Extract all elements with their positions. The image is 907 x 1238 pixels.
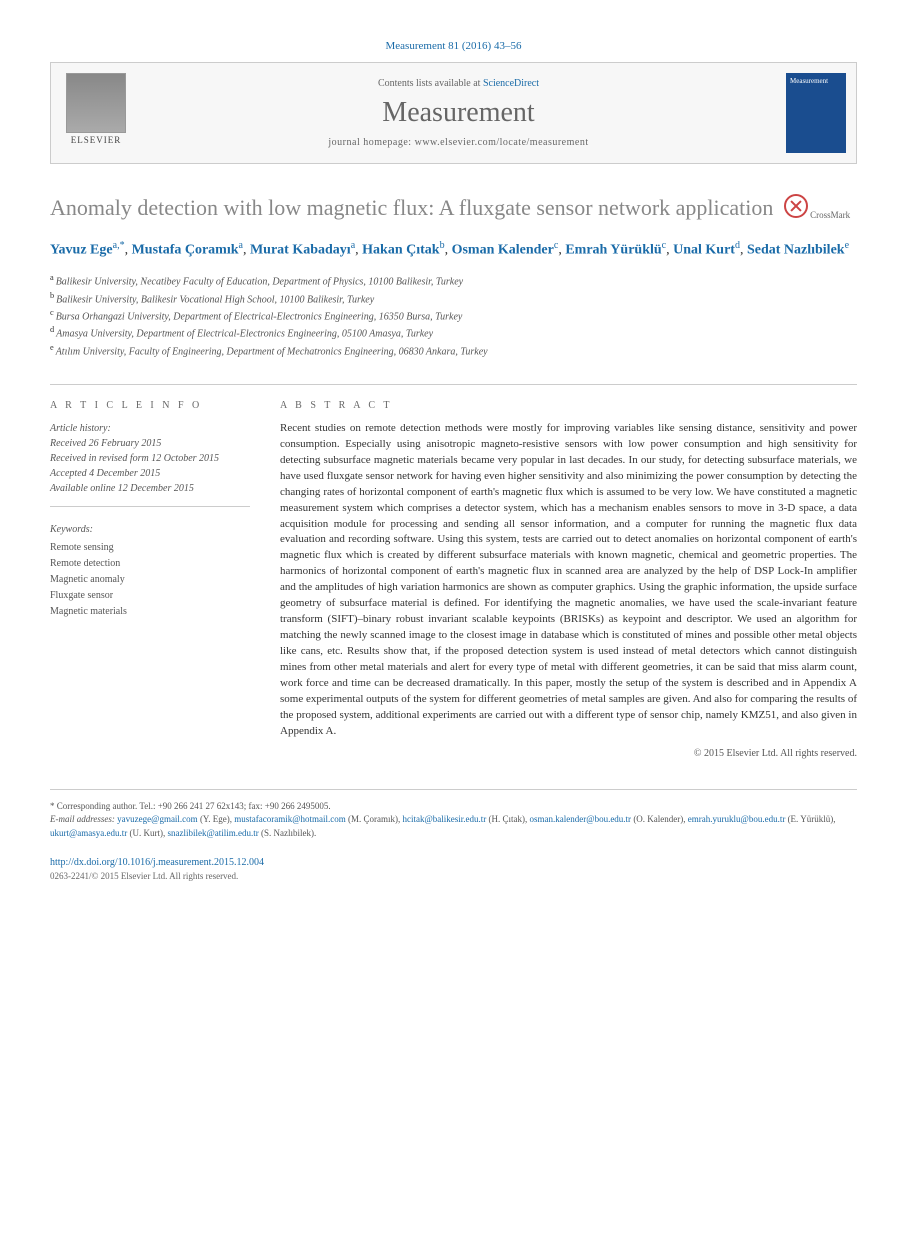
author[interactable]: Osman Kalender <box>452 242 554 257</box>
history-label: Article history: <box>50 421 250 436</box>
keywords-label: Keywords: <box>50 522 250 538</box>
crossmark-label: CrossMark <box>810 210 850 220</box>
publisher-logo: ELSEVIER <box>61 73 131 153</box>
author-affil-sup: c <box>662 240 666 251</box>
crossmark-icon <box>784 194 808 218</box>
author-affil-sup: a,* <box>113 240 125 251</box>
article-info-heading: A R T I C L E I N F O <box>50 400 250 411</box>
date-accepted: Accepted 4 December 2015 <box>50 466 250 481</box>
author[interactable]: Sedat Nazlıbilek <box>747 242 845 257</box>
author[interactable]: Hakan Çıtak <box>362 242 439 257</box>
email-link[interactable]: yavuzege@gmail.com <box>117 814 198 824</box>
date-revised: Received in revised form 12 October 2015 <box>50 451 250 466</box>
journal-homepage: journal homepage: www.elsevier.com/locat… <box>146 137 771 148</box>
author[interactable]: Yavuz Ege <box>50 242 113 257</box>
email-link[interactable]: mustafacoramik@hotmail.com <box>234 814 346 824</box>
affiliation-list: aBalikesir University, Necatibey Faculty… <box>50 272 857 359</box>
publisher-name: ELSEVIER <box>71 135 122 145</box>
journal-title: Measurement <box>146 97 771 129</box>
page-footer: * Corresponding author. Tel.: +90 266 24… <box>50 789 857 884</box>
date-received: Received 26 February 2015 <box>50 436 250 451</box>
keyword-item: Remote detection <box>50 556 250 572</box>
author[interactable]: Emrah Yürüklü <box>565 242 661 257</box>
author-affil-sup: a <box>351 240 355 251</box>
author-affil-sup: c <box>554 240 558 251</box>
author-affil-sup: d <box>735 240 740 251</box>
email-link[interactable]: osman.kalender@bou.edu.tr <box>530 814 632 824</box>
author-affil-sup: a <box>239 240 243 251</box>
date-online: Available online 12 December 2015 <box>50 481 250 496</box>
email-link[interactable]: snazlibilek@atilim.edu.tr <box>168 828 259 838</box>
citation-header: Measurement 81 (2016) 43–56 <box>50 40 857 52</box>
journal-header: ELSEVIER Contents lists available at Sci… <box>50 62 857 164</box>
contents-available: Contents lists available at ScienceDirec… <box>146 78 771 89</box>
author-list: Yavuz Egea,*, Mustafa Çoramıka, Murat Ka… <box>50 238 857 261</box>
sciencedirect-link[interactable]: ScienceDirect <box>483 78 539 89</box>
homepage-url: www.elsevier.com/locate/measurement <box>415 137 589 148</box>
journal-cover-thumbnail: Measurement <box>786 73 846 153</box>
homepage-prefix: journal homepage: <box>328 137 414 148</box>
crossmark-badge[interactable]: CrossMark <box>777 194 857 220</box>
abstract-body: Recent studies on remote detection metho… <box>280 421 857 740</box>
email-link[interactable]: ukurt@amasya.edu.tr <box>50 828 127 838</box>
author-affil-sup: b <box>440 240 445 251</box>
divider <box>50 384 857 385</box>
email-link[interactable]: hcitak@balikesir.edu.tr <box>403 814 487 824</box>
abstract-heading: A B S T R A C T <box>280 400 857 411</box>
article-history: Article history: Received 26 February 20… <box>50 421 250 507</box>
elsevier-tree-icon <box>66 73 126 133</box>
keywords-block: Keywords: Remote sensingRemote detection… <box>50 522 250 620</box>
affiliation: aBalikesir University, Necatibey Faculty… <box>50 272 857 289</box>
article-title: Anomaly detection with low magnetic flux… <box>50 194 857 223</box>
abstract-copyright: © 2015 Elsevier Ltd. All rights reserved… <box>280 748 857 759</box>
affiliation: eAtılım University, Faculty of Engineeri… <box>50 342 857 359</box>
contents-prefix: Contents lists available at <box>378 78 483 89</box>
corresponding-author: * Corresponding author. Tel.: +90 266 24… <box>50 800 857 814</box>
keyword-item: Fluxgate sensor <box>50 588 250 604</box>
email-addresses: E-mail addresses: yavuzege@gmail.com (Y.… <box>50 813 857 840</box>
affiliation: dAmasya University, Department of Electr… <box>50 324 857 341</box>
issn-copyright: 0263-2241/© 2015 Elsevier Ltd. All right… <box>50 870 857 884</box>
author[interactable]: Unal Kurt <box>673 242 735 257</box>
email-link[interactable]: emrah.yuruklu@bou.edu.tr <box>688 814 786 824</box>
author-affil-sup: e <box>845 240 849 251</box>
doi-link[interactable]: http://dx.doi.org/10.1016/j.measurement.… <box>50 855 857 870</box>
author[interactable]: Murat Kabadayı <box>250 242 351 257</box>
affiliation: bBalikesir University, Balikesir Vocatio… <box>50 290 857 307</box>
keyword-item: Magnetic anomaly <box>50 572 250 588</box>
author[interactable]: Mustafa Çoramık <box>132 242 239 257</box>
keyword-item: Magnetic materials <box>50 604 250 620</box>
keyword-item: Remote sensing <box>50 540 250 556</box>
affiliation: cBursa Orhangazi University, Department … <box>50 307 857 324</box>
